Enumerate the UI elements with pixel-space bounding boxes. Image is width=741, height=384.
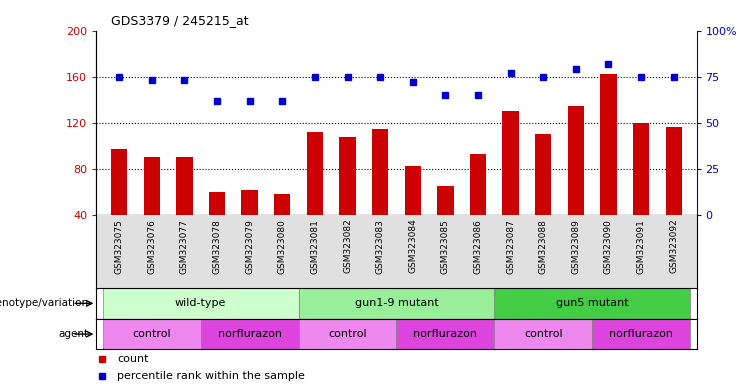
Text: GSM323080: GSM323080 [278,219,287,273]
Bar [470,154,486,215]
Text: wild-type: wild-type [175,298,227,308]
Bar [502,111,519,215]
Text: GDS3379 / 245215_at: GDS3379 / 245215_at [111,14,249,27]
Text: GSM323081: GSM323081 [310,219,319,273]
Text: GSM323078: GSM323078 [213,219,222,273]
Text: control: control [133,329,171,339]
Text: control: control [328,329,367,339]
Bar [299,288,494,319]
Text: GSM323075: GSM323075 [115,219,124,273]
Bar [103,319,201,349]
Text: genotype/variation: genotype/variation [0,298,89,308]
Bar [209,192,225,215]
Bar [494,288,690,319]
Bar [176,157,193,215]
Text: GSM323085: GSM323085 [441,219,450,273]
Text: GSM323091: GSM323091 [637,219,645,273]
Text: percentile rank within the sample: percentile rank within the sample [117,371,305,381]
Text: GSM323079: GSM323079 [245,219,254,273]
Text: agent: agent [59,329,89,339]
Bar [242,190,258,215]
Bar [339,137,356,215]
Text: norflurazon: norflurazon [218,329,282,339]
Bar [307,132,323,215]
Bar [592,319,690,349]
Text: GSM323090: GSM323090 [604,219,613,273]
Text: gun1-9 mutant: gun1-9 mutant [354,298,439,308]
Bar [396,319,494,349]
Bar [568,106,584,215]
Bar [372,129,388,215]
Text: norflurazon: norflurazon [413,329,477,339]
Text: control: control [524,329,562,339]
Text: GSM323089: GSM323089 [571,219,580,273]
Bar [600,74,617,215]
Bar [299,319,396,349]
Bar [494,319,592,349]
Bar [103,288,299,319]
Text: GSM323077: GSM323077 [180,219,189,273]
Bar [144,157,160,215]
Text: GSM323092: GSM323092 [669,219,678,273]
Text: GSM323088: GSM323088 [539,219,548,273]
Text: norflurazon: norflurazon [609,329,673,339]
Text: gun5 mutant: gun5 mutant [556,298,628,308]
Bar [274,194,290,215]
Bar [437,186,453,215]
Bar [535,134,551,215]
Text: GSM323086: GSM323086 [473,219,482,273]
Bar [111,149,127,215]
Bar [201,319,299,349]
Text: GSM323087: GSM323087 [506,219,515,273]
Bar [665,127,682,215]
Text: GSM323082: GSM323082 [343,219,352,273]
Text: GSM323084: GSM323084 [408,219,417,273]
Text: GSM323076: GSM323076 [147,219,156,273]
Text: GSM323083: GSM323083 [376,219,385,273]
Bar [633,123,649,215]
Bar [405,166,421,215]
Text: count: count [117,354,149,364]
